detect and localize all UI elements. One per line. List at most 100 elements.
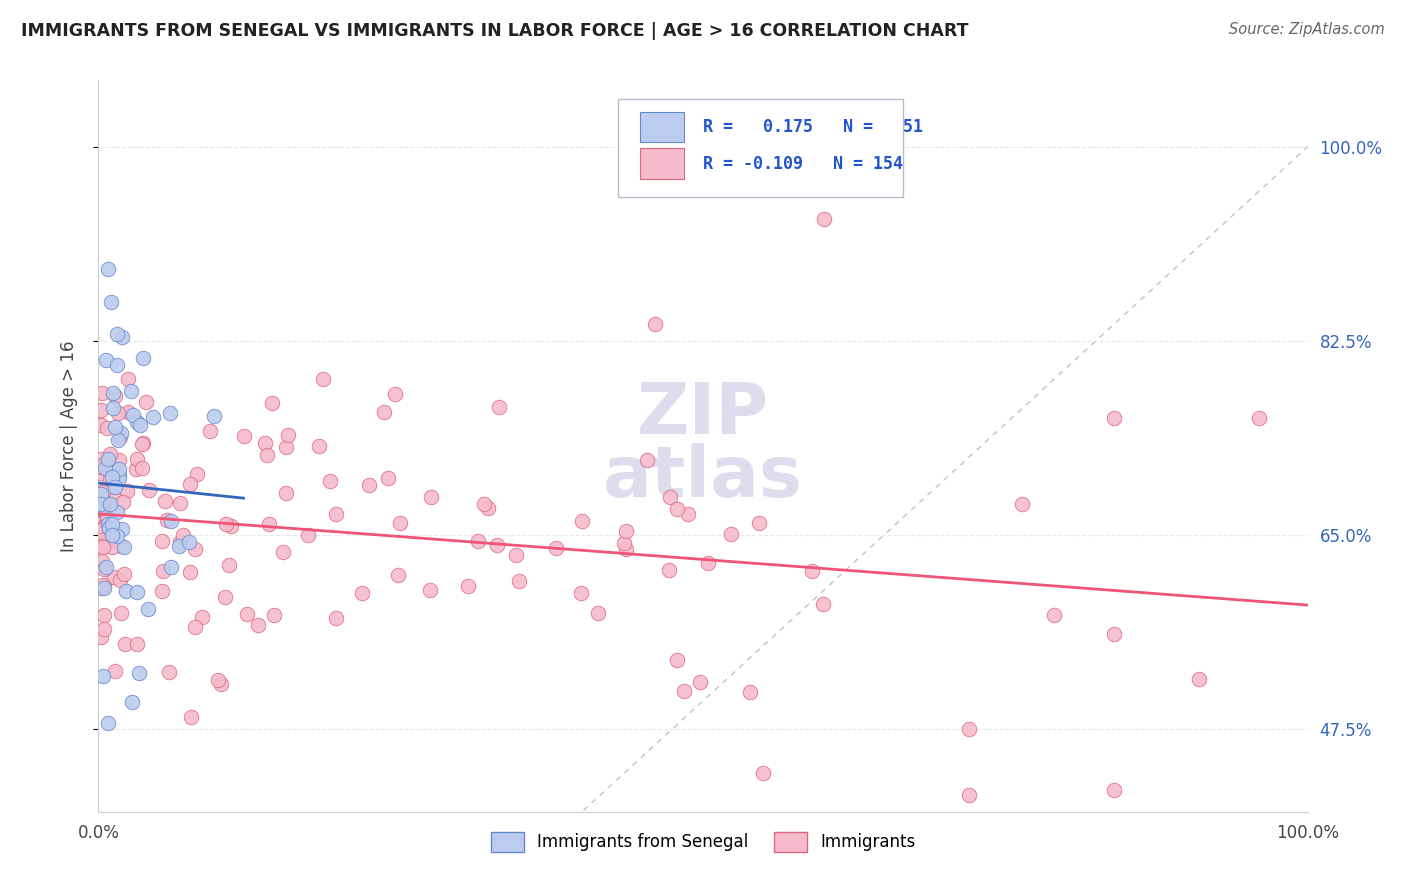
Text: IMMIGRANTS FROM SENEGAL VS IMMIGRANTS IN LABOR FORCE | AGE > 16 CORRELATION CHAR: IMMIGRANTS FROM SENEGAL VS IMMIGRANTS IN… <box>21 22 969 40</box>
Point <box>104 479 127 493</box>
Point <box>957 788 980 802</box>
Point <box>665 653 688 667</box>
Point <box>177 535 200 549</box>
Point <box>215 516 238 531</box>
Point <box>179 477 201 491</box>
Point <box>156 513 179 527</box>
Point <box>311 371 333 385</box>
Point <box>1188 672 1211 686</box>
Point <box>90 452 112 467</box>
Point <box>505 548 527 562</box>
Point <box>96 421 118 435</box>
Point <box>96 560 118 574</box>
Point <box>132 435 155 450</box>
Point <box>811 598 834 612</box>
FancyBboxPatch shape <box>640 112 683 143</box>
Point <box>112 495 135 509</box>
Point <box>191 610 214 624</box>
Point <box>325 508 347 522</box>
Point <box>957 722 980 736</box>
Legend: Immigrants from Senegal, Immigrants: Immigrants from Senegal, Immigrants <box>484 826 922 858</box>
Point <box>546 541 568 556</box>
Point <box>93 623 115 637</box>
Point <box>90 489 112 503</box>
Point <box>108 574 131 588</box>
Point <box>586 607 609 621</box>
Point <box>125 461 148 475</box>
Point <box>94 461 117 475</box>
Point <box>246 618 269 632</box>
Point <box>105 470 128 484</box>
Point <box>350 586 373 600</box>
Point <box>160 559 183 574</box>
Point <box>96 510 118 524</box>
Point <box>384 386 406 401</box>
Point <box>117 483 139 498</box>
Point <box>108 453 131 467</box>
Point <box>508 574 530 588</box>
Point <box>110 425 132 440</box>
Point <box>117 372 139 386</box>
Point <box>112 540 135 554</box>
Point <box>121 695 143 709</box>
Point <box>121 408 143 422</box>
Point <box>752 766 775 780</box>
Point <box>90 466 112 480</box>
Point <box>101 516 124 531</box>
Point <box>256 448 278 462</box>
Point <box>658 490 681 504</box>
Point <box>219 519 242 533</box>
Point <box>128 666 150 681</box>
Point <box>233 429 256 443</box>
Point <box>183 541 205 556</box>
Point <box>377 471 399 485</box>
Point <box>101 528 124 542</box>
Point <box>142 410 165 425</box>
Point <box>108 470 131 484</box>
Point <box>98 533 121 547</box>
Point <box>125 451 148 466</box>
Point <box>184 620 207 634</box>
Point <box>103 420 125 434</box>
Point <box>160 514 183 528</box>
Point <box>159 406 181 420</box>
Point <box>94 353 117 368</box>
Point <box>101 489 124 503</box>
Point <box>738 685 761 699</box>
Point <box>90 487 112 501</box>
Point <box>1102 782 1125 797</box>
Point <box>689 675 711 690</box>
Point <box>186 467 208 482</box>
Point <box>801 565 824 579</box>
Point <box>103 570 125 584</box>
Text: R =   0.175   N =   51: R = 0.175 N = 51 <box>703 118 922 136</box>
Point <box>98 447 121 461</box>
Point <box>277 428 299 442</box>
Point <box>90 554 112 568</box>
Point <box>472 497 495 511</box>
Point <box>179 566 201 580</box>
Point <box>150 584 173 599</box>
Point <box>108 461 131 475</box>
Point <box>665 501 688 516</box>
Point <box>90 497 112 511</box>
Point <box>120 384 142 399</box>
Point <box>115 584 138 599</box>
Point <box>90 526 112 541</box>
Point <box>571 514 593 528</box>
Point <box>117 405 139 419</box>
Point <box>467 533 489 548</box>
Point <box>477 501 499 516</box>
Point <box>93 504 115 518</box>
Point <box>308 439 330 453</box>
Point <box>613 536 636 550</box>
Point <box>673 683 696 698</box>
Point <box>93 579 115 593</box>
Point <box>94 483 117 497</box>
Point <box>276 440 298 454</box>
Point <box>98 472 121 486</box>
Point <box>1102 627 1125 641</box>
Point <box>90 460 112 475</box>
Point <box>91 669 114 683</box>
Point <box>98 497 121 511</box>
